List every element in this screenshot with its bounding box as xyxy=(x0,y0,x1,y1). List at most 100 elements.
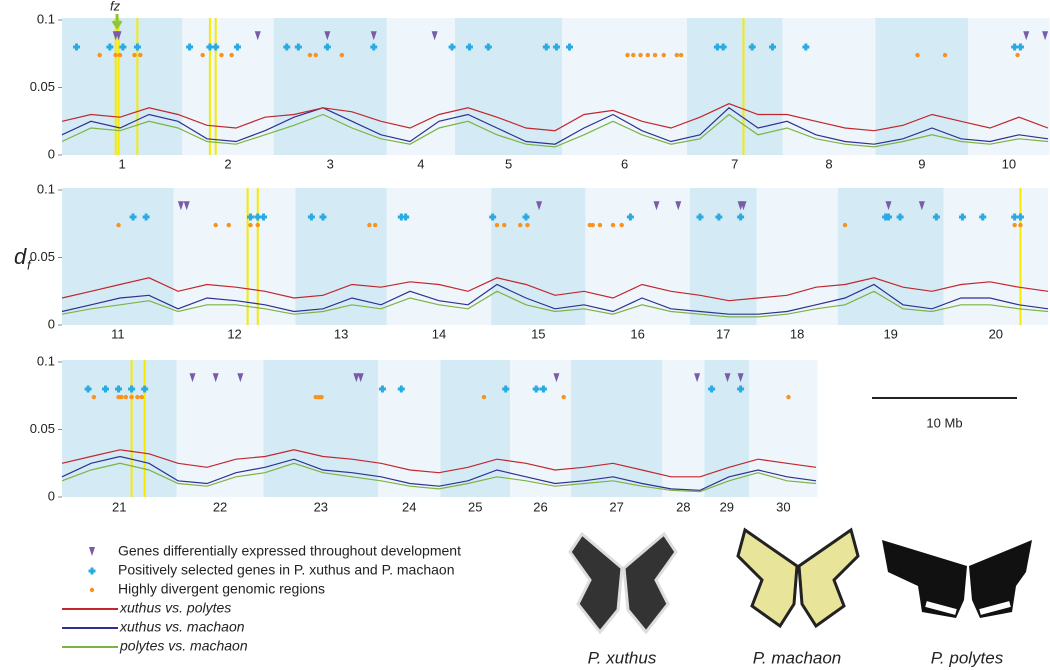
chromosome-band xyxy=(378,360,441,497)
dot-marker xyxy=(119,394,124,400)
dot-marker xyxy=(138,52,143,58)
chromosome-label: 29 xyxy=(720,499,734,514)
plus-marker xyxy=(370,43,378,51)
series-line xyxy=(61,277,1049,302)
chromosome-label: 4 xyxy=(417,156,424,171)
dot-marker xyxy=(91,394,97,400)
chromosome-label: 16 xyxy=(630,326,644,341)
chromosome-label: 6 xyxy=(621,156,628,171)
butterfly-band xyxy=(925,601,1011,615)
plus-marker xyxy=(323,43,331,51)
y-tick-label: 0.1 xyxy=(37,353,55,368)
chromosome-label: 12 xyxy=(227,326,241,341)
triangle-marker xyxy=(918,201,925,211)
chromosome-band xyxy=(875,18,969,155)
series-line xyxy=(61,462,817,493)
plus-marker xyxy=(696,213,704,221)
dot-marker xyxy=(319,394,324,400)
dot-marker xyxy=(1015,52,1020,58)
plus-marker xyxy=(88,567,96,575)
dot-marker xyxy=(942,52,948,58)
triangle-marker xyxy=(885,201,892,211)
chromosome-label: 8 xyxy=(825,156,832,171)
plus-marker xyxy=(539,385,547,393)
plus-marker xyxy=(283,43,291,51)
chromosome-label: 28 xyxy=(676,499,690,514)
dot-marker xyxy=(139,394,144,400)
plus-marker xyxy=(737,213,745,221)
triangle-marker xyxy=(740,201,747,211)
series-line xyxy=(61,113,1049,148)
triangle-marker xyxy=(1023,31,1030,41)
butterfly-polytes xyxy=(882,540,1032,618)
chromosome-band xyxy=(968,18,1050,155)
dot-marker xyxy=(129,394,134,400)
photo-caption: P. polytes xyxy=(931,648,1004,667)
dot-marker xyxy=(674,52,679,58)
dot-marker xyxy=(481,394,487,400)
triangle-marker xyxy=(553,373,560,383)
chromosome-label: 7 xyxy=(731,156,738,171)
chromosome-label: 5 xyxy=(505,156,512,171)
plus-marker xyxy=(489,213,497,221)
y-tick-label: 0 xyxy=(48,488,55,503)
plus-marker xyxy=(397,385,405,393)
chromosome-band xyxy=(837,188,944,325)
series-line xyxy=(61,290,1049,318)
legend-label: polytes vs. machaon xyxy=(119,638,248,654)
chromosome-label: 23 xyxy=(314,499,328,514)
triangle-marker xyxy=(357,373,364,383)
y-tick-label: 0 xyxy=(48,146,55,161)
dot-marker xyxy=(89,587,95,593)
plus-marker xyxy=(84,385,92,393)
chromosome-band xyxy=(273,18,387,155)
y-tick-label: 0 xyxy=(48,316,55,331)
butterflies xyxy=(568,527,1032,635)
chromosome-band xyxy=(62,18,183,155)
plus-marker xyxy=(715,213,723,221)
dot-marker xyxy=(590,222,595,228)
plus-marker xyxy=(115,385,123,393)
dot-marker xyxy=(117,52,123,58)
triangle-marker xyxy=(653,201,660,211)
chromosome-label: 27 xyxy=(609,499,623,514)
annotation: fz xyxy=(110,0,121,13)
plus-marker xyxy=(73,43,80,51)
legend-label: Positively selected genes in P. xuthus a… xyxy=(118,562,454,578)
plus-marker xyxy=(737,385,745,393)
butterfly-machaon xyxy=(736,527,860,629)
dot-marker xyxy=(525,222,530,228)
chromosome-label: 22 xyxy=(213,499,227,514)
triangle-marker xyxy=(254,31,261,41)
plus-marker xyxy=(885,213,892,221)
dot-marker xyxy=(135,394,140,400)
chromosome-band xyxy=(173,188,296,325)
plus-marker xyxy=(402,213,410,221)
plus-marker xyxy=(1016,213,1024,221)
dot-marker xyxy=(502,222,507,228)
dot-marker xyxy=(610,222,616,228)
legend-label: Genes differentially expressed throughou… xyxy=(118,543,461,559)
triangle-marker xyxy=(237,373,244,383)
plus-marker xyxy=(626,213,634,221)
plus-marker xyxy=(748,43,756,51)
dot-marker xyxy=(619,222,624,228)
series-line xyxy=(61,449,817,478)
chromosome-band xyxy=(562,18,687,155)
butterfly-xuthus xyxy=(568,531,678,635)
plus-marker xyxy=(552,43,560,51)
triangle-marker xyxy=(675,201,682,211)
dot-marker xyxy=(132,52,137,58)
chromosome-band xyxy=(686,18,783,155)
plus-marker xyxy=(708,385,716,393)
triangle-marker xyxy=(724,373,731,383)
plus-marker xyxy=(142,213,150,221)
dot-marker xyxy=(367,222,372,228)
chromosome-label: 1 xyxy=(119,156,126,171)
plus-marker xyxy=(186,43,194,51)
plus-marker xyxy=(119,43,127,51)
dot-marker xyxy=(226,222,231,228)
plus-marker xyxy=(484,43,492,51)
dot-marker xyxy=(213,222,218,228)
dot-marker xyxy=(307,52,313,58)
